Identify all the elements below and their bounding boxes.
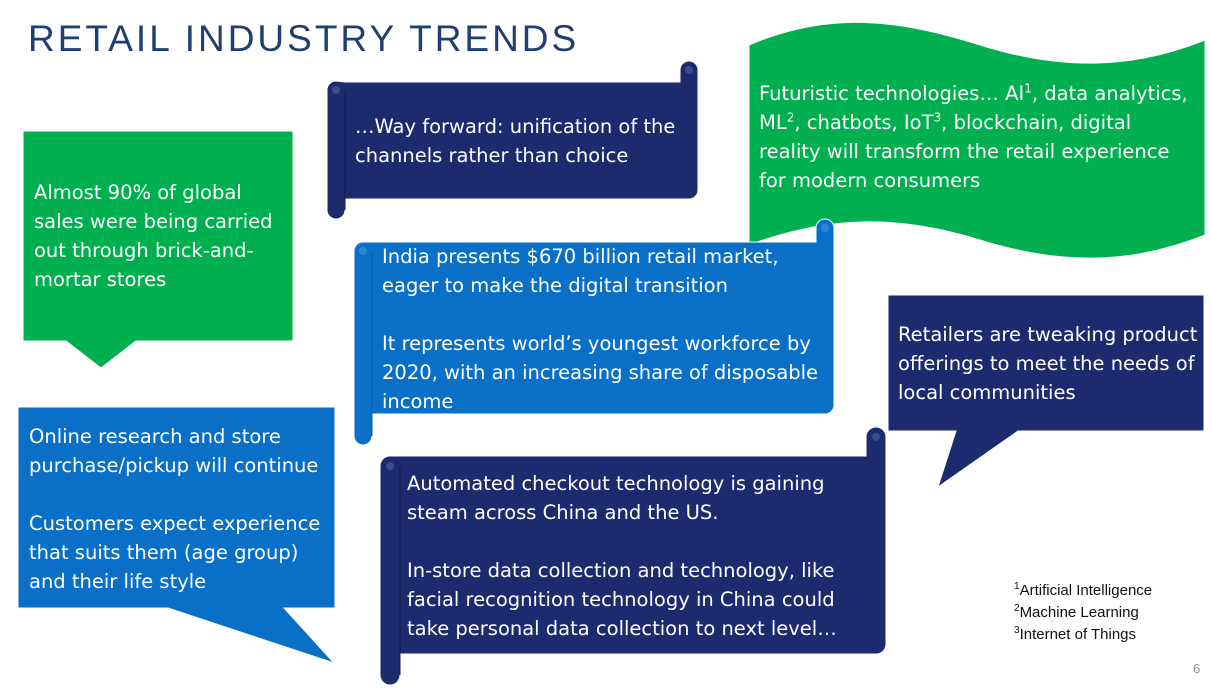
checkout-paragraph-2: In-store data collection and technology,… (407, 559, 837, 640)
footnote-text-3: Internet of Things (1019, 626, 1137, 643)
footnote-num-1: 1 (1014, 581, 1020, 592)
page-title: RETAIL INDUSTRY TRENDS (28, 18, 580, 59)
checkout-text: Automated checkout technology is gaining… (407, 469, 847, 643)
futuristic-part-c: , chatbots, IoT (794, 111, 934, 134)
online-paragraph-2: Customers expect experience that suits t… (29, 512, 321, 593)
blue-callout-shape (17, 406, 336, 665)
footnote-ref-1: 1 (1024, 81, 1032, 96)
navy-scroll-shape (326, 60, 699, 220)
online-paragraph-1: Online research and store purchase/picku… (29, 425, 319, 477)
retailers-text: Retailers are tweaking product offerings… (898, 320, 1198, 407)
futuristic-part-b: , data analytics, ML (759, 82, 1188, 134)
footnote-ref-3: 3 (933, 110, 942, 125)
navy-scroll-bottom-shape (379, 426, 887, 686)
page-number: 6 (1193, 661, 1201, 676)
futuristic-part-a: Futuristic technologies… AI (759, 82, 1025, 105)
footnote-1: 1Artificial Intelligence (1014, 580, 1152, 602)
footnotes: 1Artificial Intelligence 2Machine Learni… (1014, 580, 1152, 646)
india-text: India presents $670 billion retail marke… (382, 242, 822, 416)
footnote-text-2: Machine Learning (1019, 604, 1139, 621)
futuristic-paragraph: Futuristic technologies… AI1, data analy… (759, 79, 1194, 195)
checkout-paragraph-1: Automated checkout technology is gaining… (407, 472, 825, 524)
footnote-3: 3Internet of Things (1014, 624, 1152, 646)
green-wave-shape (748, 21, 1206, 259)
footnote-num-3: 3 (1014, 625, 1020, 636)
footnote-ref-2: 2 (786, 110, 795, 125)
footnote-text-1: Artificial Intelligence (1019, 582, 1153, 599)
futuristic-text: Futuristic technologies… AI1, data analy… (759, 79, 1194, 195)
india-paragraph-2: It represents world’s youngest workforce… (382, 332, 819, 413)
india-paragraph-1: India presents $670 billion retail marke… (382, 245, 779, 297)
retailers-paragraph: Retailers are tweaking product offerings… (898, 323, 1198, 404)
navy-callout-shape (887, 294, 1205, 489)
global-sales-paragraph: Almost 90% of global sales were being ca… (34, 181, 273, 291)
blue-scroll-shape (353, 218, 835, 446)
way-forward-text: …Way forward: unification of the channel… (355, 112, 685, 170)
futuristic-part-d: , blockchain, digital reality will trans… (759, 111, 1170, 192)
footnote-2: 2Machine Learning (1014, 602, 1152, 624)
global-sales-text: Almost 90% of global sales were being ca… (34, 178, 284, 294)
footnote-num-2: 2 (1014, 603, 1020, 614)
green-callout-shape (22, 130, 294, 369)
online-text: Online research and store purchase/picku… (29, 422, 334, 596)
way-forward-paragraph: …Way forward: unification of the channel… (355, 115, 676, 167)
